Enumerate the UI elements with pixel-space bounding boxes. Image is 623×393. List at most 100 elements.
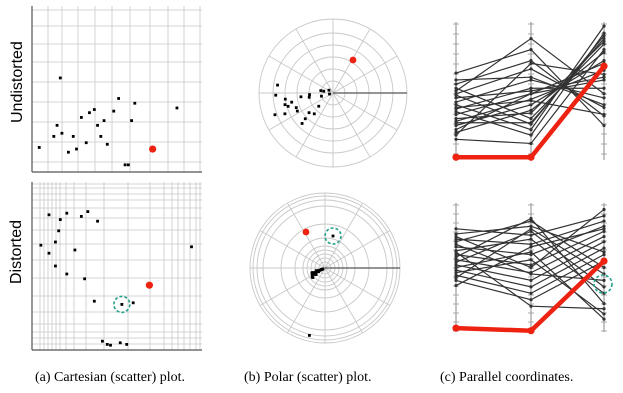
line-vertex	[454, 96, 458, 100]
highlight-vertex	[452, 153, 460, 161]
data-point	[294, 106, 298, 110]
data-point	[79, 116, 83, 119]
data-point	[71, 135, 75, 138]
line-vertex	[454, 117, 458, 121]
data-point	[109, 343, 112, 347]
line-vertex	[529, 59, 533, 63]
parallel-distorted-panel	[452, 203, 613, 335]
data-point	[300, 122, 304, 125]
line-vertex	[454, 71, 458, 75]
line-vertex	[529, 229, 533, 233]
data-point	[273, 113, 277, 117]
line-vertex	[529, 233, 533, 237]
line-vertex	[602, 59, 606, 63]
data-point	[92, 108, 96, 111]
data-point	[283, 103, 287, 107]
line-vertex	[454, 128, 458, 132]
highlight-point	[149, 145, 157, 153]
data-point	[88, 111, 91, 115]
highlight-point	[145, 281, 153, 289]
data-point	[79, 215, 83, 218]
polar-spoke	[332, 92, 398, 131]
data-point	[54, 240, 57, 244]
data-point	[65, 272, 69, 276]
line-vertex	[529, 258, 533, 262]
line-vertex	[602, 265, 606, 270]
line-vertex	[602, 75, 606, 79]
line-vertex	[529, 253, 533, 257]
line-vertex	[602, 250, 606, 254]
data-point	[321, 267, 325, 271]
line-vertex	[454, 260, 458, 264]
line-vertex	[602, 36, 606, 41]
polar-spoke	[287, 267, 326, 334]
polar-spoke	[287, 202, 326, 269]
data-point	[105, 142, 109, 146]
highlight-point	[302, 228, 310, 236]
line-vertex	[529, 61, 533, 65]
line-vertex	[529, 285, 533, 289]
line-vertex	[454, 255, 458, 259]
line-vertex	[602, 278, 606, 282]
data-point	[73, 248, 77, 252]
data-point	[125, 343, 129, 346]
line-vertex	[602, 207, 606, 212]
data-point	[39, 243, 43, 247]
data-point	[312, 112, 316, 116]
data-point	[120, 303, 124, 306]
line-vertex	[529, 121, 533, 125]
polar-spoke	[324, 267, 363, 334]
highlight-vertex	[600, 257, 608, 265]
line-vertex	[454, 86, 458, 90]
line-vertex	[529, 111, 533, 115]
line-vertex	[529, 99, 533, 103]
line-vertex	[454, 133, 458, 137]
line-vertex	[454, 130, 458, 134]
line-vertex	[454, 110, 458, 114]
focus-ring	[593, 274, 613, 294]
data-point	[299, 95, 303, 99]
row-label-distorted: Distorted	[8, 219, 25, 285]
line-vertex	[602, 317, 606, 321]
highlight-vertex	[527, 327, 535, 335]
line-vertex	[602, 312, 606, 316]
line-vertex	[454, 265, 458, 270]
line-vertex	[602, 240, 606, 244]
data-point	[283, 97, 287, 101]
line-vertex	[602, 48, 606, 52]
data-point	[55, 123, 59, 127]
line-vertex	[529, 78, 533, 82]
line-vertex	[529, 265, 533, 270]
line-vertex	[602, 246, 606, 250]
data-point	[37, 146, 41, 149]
focus-ring	[324, 227, 342, 245]
line-vertex	[602, 112, 606, 117]
line-vertex	[454, 263, 458, 267]
data-point	[331, 234, 335, 238]
data-point	[286, 104, 290, 108]
line-vertex	[602, 234, 606, 239]
caption-polar: (b) Polar (scatter) plot.	[244, 370, 372, 385]
data-point	[130, 119, 133, 122]
line-vertex	[529, 48, 533, 52]
data-point	[131, 301, 135, 305]
line-vertex	[454, 253, 458, 257]
data-point	[190, 245, 193, 249]
data-point	[328, 92, 331, 96]
data-point	[47, 251, 51, 255]
line-vertex	[529, 36, 533, 41]
line-vertex	[529, 133, 533, 137]
data-point	[311, 276, 315, 279]
polar-spoke	[259, 230, 326, 269]
line-vertex	[602, 224, 606, 228]
line-vertex	[602, 307, 606, 311]
line-vertex	[454, 245, 458, 249]
data-point	[126, 163, 130, 167]
line-vertex	[454, 227, 458, 231]
polar-spoke	[332, 55, 398, 94]
line-vertex	[529, 103, 533, 107]
line-vertex	[602, 103, 606, 107]
line-vertex	[454, 82, 458, 86]
polar-spoke	[295, 28, 334, 94]
data-point	[295, 109, 299, 113]
